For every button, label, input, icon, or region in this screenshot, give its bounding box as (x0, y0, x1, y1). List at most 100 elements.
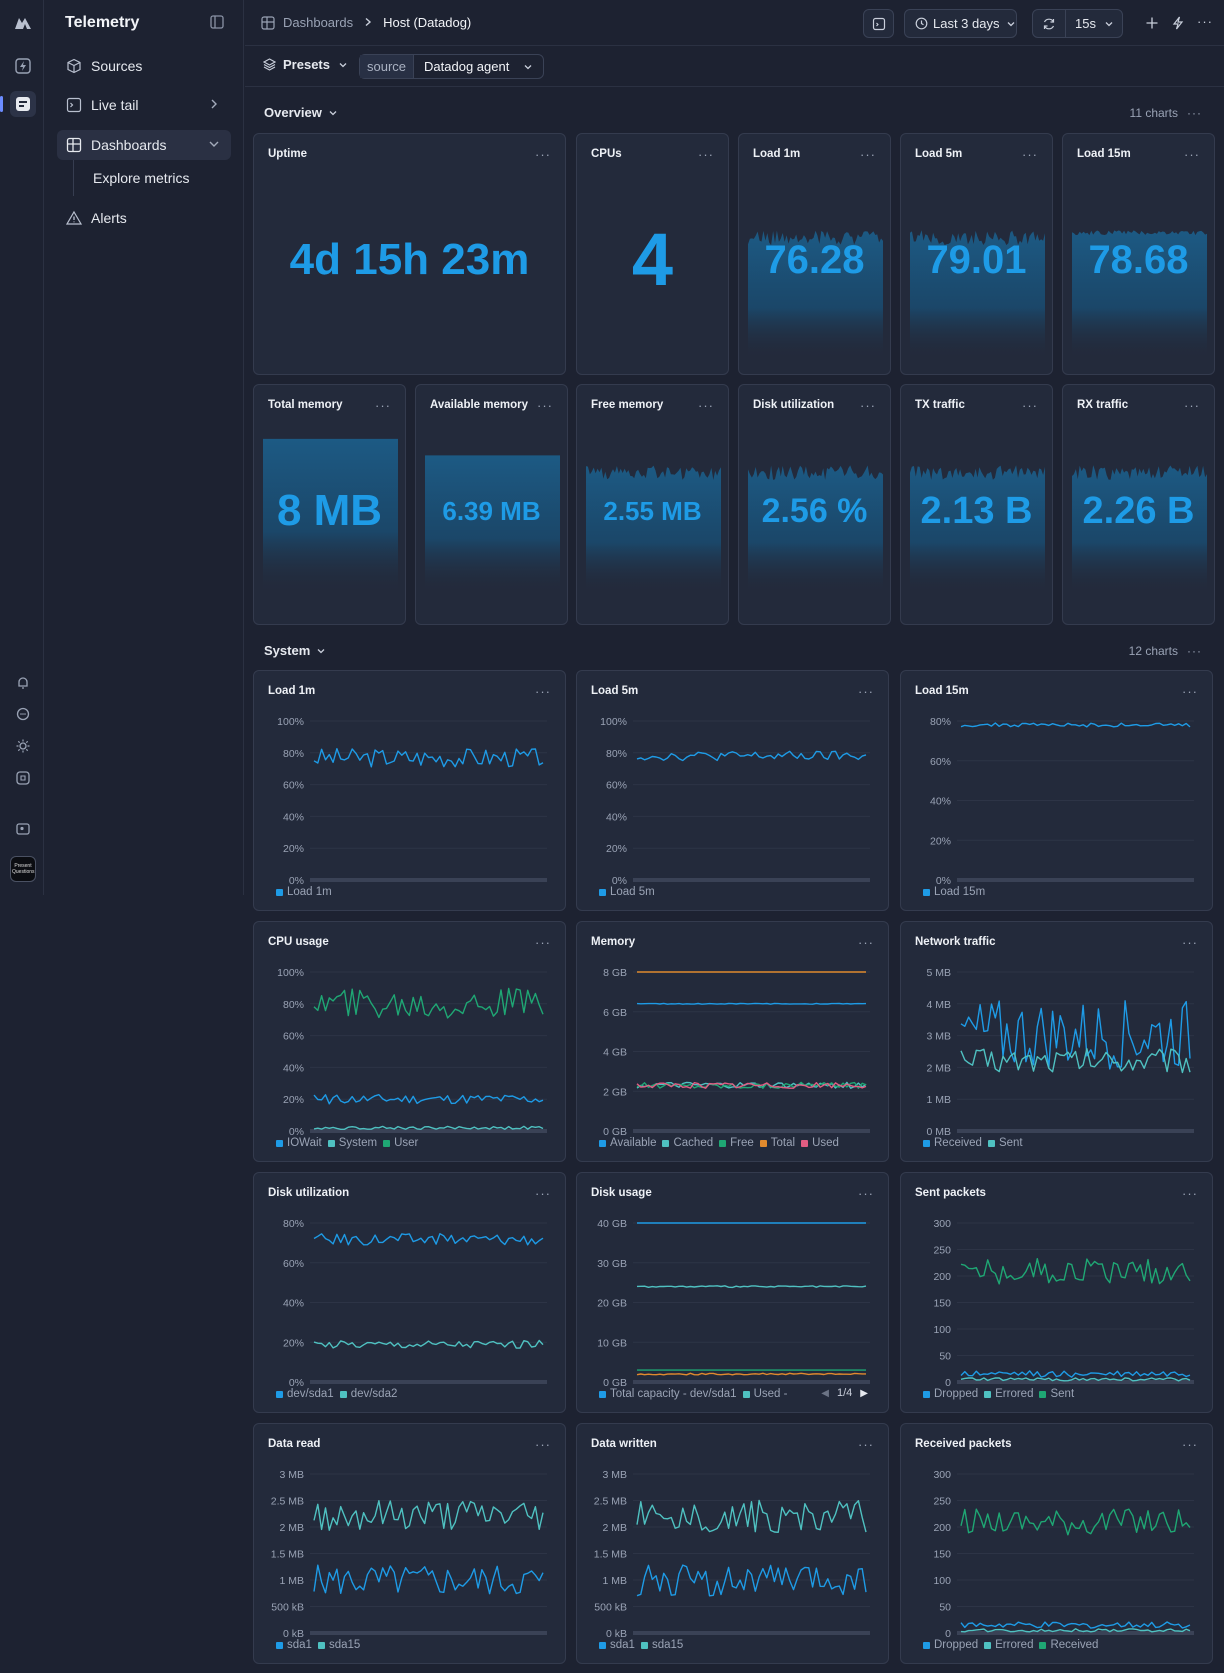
sidebar-item-live-tail[interactable]: Live tail (57, 90, 231, 120)
section-system-toggle[interactable]: System (264, 643, 326, 658)
more-icon[interactable]: ··· (860, 147, 876, 162)
more-icon[interactable]: ··· (535, 1186, 551, 1201)
legend-label[interactable]: Load 5m (610, 886, 655, 898)
bell-icon[interactable] (10, 670, 36, 696)
legend-label[interactable]: Errored (995, 1639, 1034, 1651)
legend-label[interactable]: Sent (1050, 1388, 1075, 1400)
more-icon[interactable]: ··· (1187, 644, 1202, 658)
legend-label[interactable]: Available (610, 1137, 657, 1149)
more-icon[interactable]: ··· (1182, 935, 1198, 950)
more-icon[interactable]: ··· (535, 684, 551, 699)
more-icon[interactable]: ··· (858, 1186, 874, 1201)
legend-label[interactable]: Load 15m (934, 886, 986, 898)
legend-label[interactable]: Free (730, 1137, 754, 1149)
sidebar-item-dashboards[interactable]: Dashboards (57, 130, 231, 160)
legend-label[interactable]: Dropped (934, 1388, 979, 1400)
sidebar-item-alerts[interactable]: Alerts (57, 203, 231, 233)
sql-button[interactable] (863, 9, 894, 38)
more-icon[interactable]: ··· (1182, 684, 1198, 699)
line-chart-card: 100% 80% 60% 40% 20% 0% CPU usage ··· IOWait Syst… (253, 921, 566, 1162)
avatar[interactable]: Present Questions (10, 856, 36, 882)
series-line (960, 1048, 1191, 1074)
y-tick-label: 60% (283, 1258, 304, 1270)
refresh-icon[interactable] (1033, 10, 1066, 37)
chat-icon[interactable] (10, 701, 36, 727)
breadcrumb-dashboards[interactable]: Dashboards (283, 15, 354, 30)
more-icon[interactable]: ··· (375, 398, 391, 413)
logo-icon[interactable] (10, 10, 36, 36)
sidebar-collapse-icon[interactable] (209, 14, 227, 32)
more-icon[interactable]: ··· (535, 1437, 551, 1452)
series-line (636, 1285, 867, 1289)
legend-label[interactable]: Load 1m (287, 886, 332, 898)
sidebar-item-explore-metrics[interactable]: Explore metrics (93, 170, 190, 186)
bolt-icon[interactable] (1171, 16, 1185, 30)
legend-label[interactable]: Received (934, 1137, 982, 1149)
user-card-icon[interactable] (10, 816, 36, 842)
more-icon[interactable]: ··· (1182, 1437, 1198, 1452)
chart-legend: Received Sent (923, 1137, 1023, 1149)
more-icon[interactable]: ··· (698, 147, 714, 162)
legend-label[interactable]: User (394, 1137, 419, 1149)
legend-label[interactable]: Sent (998, 1137, 1023, 1149)
line-chart: 3 MB 2.5 MB 2 MB 1.5 MB 1 MB 500 kB 0 kB (271, 1469, 547, 1640)
y-tick-label: 300 (933, 1218, 951, 1230)
legend-label[interactable]: Cached (673, 1137, 714, 1149)
chart-legend: Total capacity - dev/sda1 Used - (599, 1388, 787, 1400)
section-title: Overview (264, 105, 322, 120)
refresh-interval-select[interactable]: 15s (1066, 16, 1114, 31)
legend-label[interactable]: Total capacity - dev/sda1 (610, 1388, 737, 1400)
time-range-select[interactable]: Last 3 days (904, 9, 1017, 38)
source-filter-value: Datadog agent (414, 59, 543, 74)
more-icon[interactable]: ··· (1184, 398, 1200, 413)
more-icon[interactable]: ··· (1184, 147, 1200, 162)
sun-icon[interactable] (10, 733, 36, 759)
legend-label[interactable]: System (338, 1137, 378, 1149)
more-icon[interactable]: ··· (1022, 398, 1038, 413)
more-icon[interactable]: ··· (858, 684, 874, 699)
legend-label[interactable]: Used (812, 1137, 839, 1149)
more-icon[interactable]: ··· (698, 398, 714, 413)
command-icon[interactable] (10, 765, 36, 791)
y-tick-label: 50 (939, 1602, 951, 1614)
more-icon[interactable]: ··· (537, 398, 553, 413)
more-icon[interactable]: ··· (1182, 1186, 1198, 1201)
lightning-icon[interactable] (10, 53, 36, 79)
more-icon[interactable]: ··· (1197, 14, 1213, 29)
legend-label[interactable]: dev/sda2 (350, 1388, 398, 1400)
legend-label[interactable]: sda1 (287, 1639, 312, 1651)
telemetry-icon[interactable] (10, 91, 36, 117)
next-page-icon[interactable]: ▶ (860, 1387, 868, 1399)
y-tick-label: 100 (933, 1324, 951, 1336)
y-tick-label: 1.5 MB (594, 1549, 627, 1561)
stat-title: Load 15m (1077, 148, 1131, 160)
legend-label[interactable]: Received (1050, 1639, 1099, 1651)
legend-label[interactable]: Used - (753, 1388, 788, 1400)
legend-label[interactable]: Errored (995, 1388, 1034, 1400)
sidebar-item-sources[interactable]: Sources (57, 51, 231, 81)
more-icon[interactable]: ··· (858, 935, 874, 950)
prev-page-icon[interactable]: ◀ (821, 1387, 829, 1399)
series-line (960, 1621, 1191, 1629)
more-icon[interactable]: ··· (1022, 147, 1038, 162)
legend-label[interactable]: Dropped (934, 1639, 979, 1651)
more-icon[interactable]: ··· (858, 1437, 874, 1452)
legend-label[interactable]: Total (770, 1137, 796, 1149)
more-icon[interactable]: ··· (535, 147, 551, 162)
line-chart-card: 100% 80% 60% 40% 20% 0% Load 1m ··· Load 1m (253, 670, 566, 911)
legend-label[interactable]: IOWait (287, 1137, 322, 1149)
legend-label[interactable]: dev/sda1 (287, 1388, 334, 1400)
legend-label[interactable]: sda15 (651, 1639, 684, 1651)
more-icon[interactable]: ··· (1187, 106, 1202, 120)
more-icon[interactable]: ··· (535, 935, 551, 950)
section-overview-toggle[interactable]: Overview (264, 105, 338, 120)
legend-label[interactable]: sda15 (328, 1639, 361, 1651)
more-icon[interactable]: ··· (860, 398, 876, 413)
plus-icon[interactable] (1145, 16, 1159, 30)
series-line (636, 1081, 867, 1089)
presets-button[interactable]: Presets (263, 57, 348, 72)
legend-label[interactable]: sda1 (610, 1639, 635, 1651)
source-filter[interactable]: source Datadog agent (359, 54, 545, 79)
y-tick-label: 50 (939, 1351, 951, 1363)
legend-swatch (599, 1139, 606, 1147)
